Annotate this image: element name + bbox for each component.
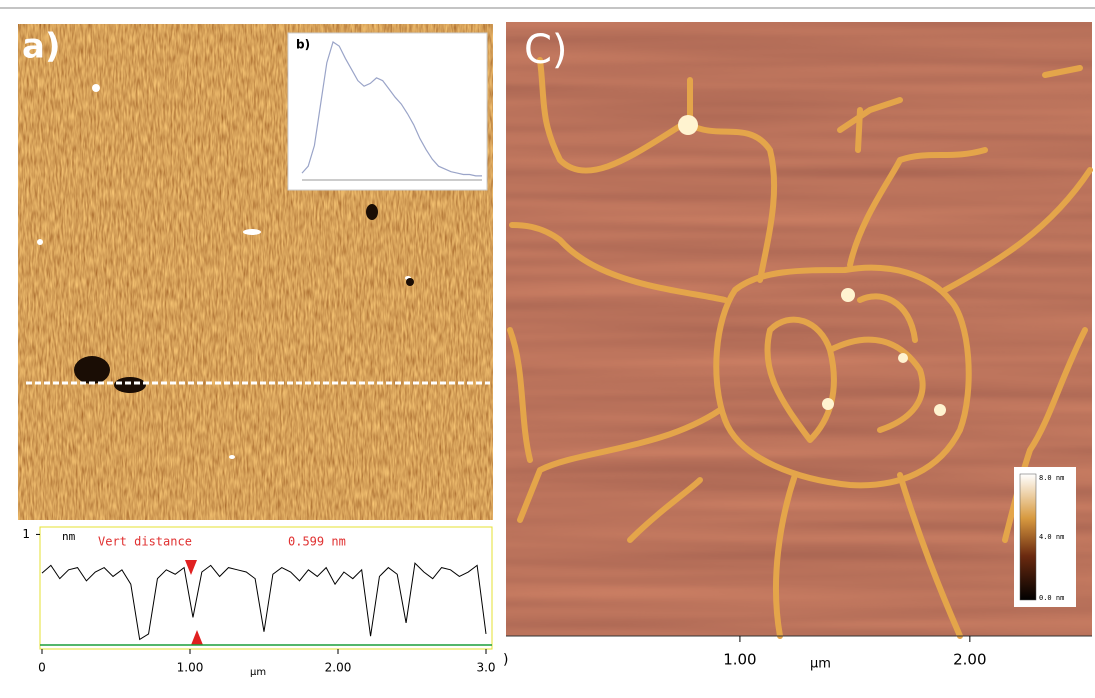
figure: a) b) nm Vert distance 0.599 nm μm C) 8.… xyxy=(0,0,1095,694)
x-unit: μm xyxy=(250,667,266,678)
colorbar-label: 0.0 nm xyxy=(1039,594,1064,602)
inset-b xyxy=(288,33,487,190)
x-tick-label: 2.00 xyxy=(953,651,986,669)
x-tick-label: 3.0 xyxy=(476,661,495,675)
x-tick-label: 0 xyxy=(38,661,46,675)
panel-label: b) xyxy=(296,38,310,52)
edge-label: ) xyxy=(503,652,508,668)
y-unit: nm xyxy=(62,530,76,543)
colorbar xyxy=(1020,474,1036,600)
y-tick-label: 1 xyxy=(22,527,30,541)
panel-label: C) xyxy=(524,27,568,73)
x-unit: μm xyxy=(810,657,831,672)
colorbar-label: 8.0 nm xyxy=(1039,474,1064,482)
page: {"panel_a":{"label":"a)"}, "inset_b":{"l… xyxy=(0,0,1095,694)
x-tick-label: 1.00 xyxy=(723,651,756,669)
afm-image-c xyxy=(506,22,1092,636)
x-tick-label: 1.00 xyxy=(177,661,204,675)
annotation-label: Vert distance xyxy=(98,535,192,549)
x-tick-label: 2.00 xyxy=(325,661,352,675)
panel-label: a) xyxy=(22,27,60,67)
annotation-value: 0.599 nm xyxy=(288,535,346,549)
colorbar-label: 4.0 nm xyxy=(1039,533,1064,541)
